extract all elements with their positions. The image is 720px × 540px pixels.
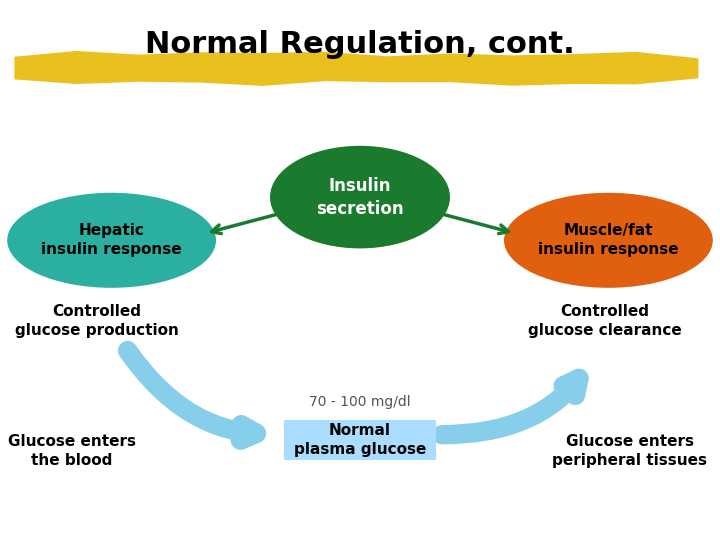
Text: Normal
plasma glucose: Normal plasma glucose	[294, 423, 426, 457]
Text: Glucose enters
peripheral tissues: Glucose enters peripheral tissues	[552, 434, 708, 468]
Text: Glucose enters
the blood: Glucose enters the blood	[8, 434, 136, 468]
Text: Normal Regulation, cont.: Normal Regulation, cont.	[145, 30, 575, 59]
Ellipse shape	[270, 146, 450, 248]
Text: Muscle/fat
insulin response: Muscle/fat insulin response	[538, 223, 679, 258]
Text: Controlled
glucose clearance: Controlled glucose clearance	[528, 304, 682, 339]
Ellipse shape	[7, 193, 216, 288]
FancyBboxPatch shape	[284, 420, 436, 460]
Text: 70 - 100 mg/dl: 70 - 100 mg/dl	[309, 395, 411, 409]
Text: Controlled
glucose production: Controlled glucose production	[15, 304, 179, 339]
Ellipse shape	[504, 193, 713, 288]
Text: Hepatic
insulin response: Hepatic insulin response	[41, 223, 182, 258]
Polygon shape	[14, 51, 698, 86]
Text: Insulin
secretion: Insulin secretion	[316, 177, 404, 218]
